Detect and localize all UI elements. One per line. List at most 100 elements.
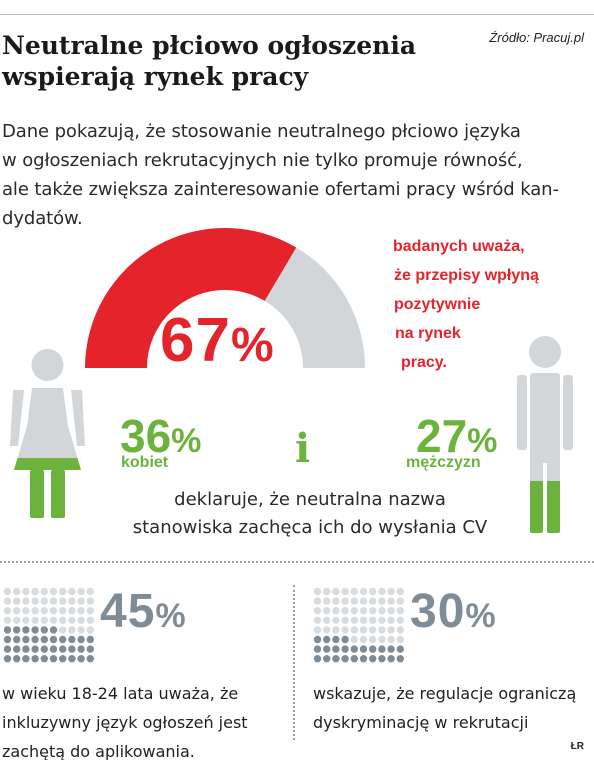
dot-empty (77, 597, 85, 605)
dot-empty (323, 597, 331, 605)
dot-empty (369, 587, 377, 596)
stat-right-line: dyskryminację w rekrutacji (313, 713, 529, 732)
men-percentage: 27% (416, 413, 497, 464)
stat-left-line: w wieku 18-24 lata uważa, że (2, 684, 239, 703)
dot-empty (313, 607, 322, 615)
dot-empty (49, 587, 58, 596)
dot-filled (359, 645, 368, 653)
dot-empty (22, 597, 30, 605)
dot-empty (396, 635, 404, 644)
stat-left-pct-sign: % (155, 597, 187, 635)
men-label: mężczyzn (406, 454, 481, 471)
dot-empty (313, 597, 322, 605)
dot-empty (341, 587, 349, 596)
dot-filled (86, 655, 95, 663)
dot-empty (332, 607, 340, 615)
dot-empty (323, 626, 331, 634)
declare-line: stanowiska zachęca ich do wysłania CV (132, 517, 488, 538)
dot-empty (3, 587, 12, 596)
dot-empty (332, 597, 340, 605)
dot-empty (341, 597, 349, 605)
declare-line: deklaruje, że neutralna nazwa (174, 489, 446, 510)
dot-filled (323, 645, 331, 653)
dot-empty (68, 616, 76, 624)
dot-empty (378, 616, 386, 624)
dot-empty (378, 635, 386, 644)
dot-filled (86, 635, 95, 644)
dot-filled (22, 626, 30, 634)
dot-filled (341, 655, 349, 663)
dot-empty (387, 635, 395, 644)
gauge-note-line: pracy. (401, 354, 447, 371)
dot-filled (332, 645, 340, 653)
stat-left-number: 45 (100, 585, 156, 638)
dot-filled (341, 645, 349, 653)
dot-empty (369, 607, 377, 615)
dot-filled (59, 635, 67, 644)
dot-empty (86, 616, 95, 624)
dot-filled (13, 626, 21, 634)
dot-filled (68, 655, 76, 663)
stat-right-percentage: 30% (410, 588, 497, 640)
dot-empty (387, 597, 395, 605)
gauge-note-line: że przepisy wpłyną (394, 267, 539, 284)
dot-empty (13, 607, 21, 615)
dot-empty (350, 597, 358, 605)
page-title: Neutralne płciowo ogłoszenia wspierają r… (2, 30, 442, 92)
dot-empty (396, 607, 404, 615)
stat-right-pct-sign: % (465, 597, 497, 635)
dot-empty (396, 587, 404, 596)
dot-empty (313, 626, 322, 634)
dot-empty (40, 587, 48, 596)
dot-filled (341, 635, 349, 644)
dot-empty (13, 616, 21, 624)
dot-filled (3, 645, 12, 653)
dot-filled (59, 655, 67, 663)
source-credit: Źródło: Pracuj.pl (489, 30, 584, 45)
dot-empty (3, 607, 12, 615)
dot-empty (359, 607, 368, 615)
dot-empty (369, 626, 377, 634)
dot-empty (350, 616, 358, 624)
dot-empty (40, 607, 48, 615)
dot-filled (49, 655, 58, 663)
dot-empty (341, 607, 349, 615)
intro-line: ale także zwiększa zainteresowanie ofert… (2, 179, 559, 200)
dot-empty (313, 616, 322, 624)
dot-filled (31, 626, 39, 634)
women-percentage: 36% (120, 413, 201, 464)
dot-filled (313, 655, 322, 663)
dot-empty (359, 587, 368, 596)
dot-empty (86, 587, 95, 596)
dot-filled (77, 655, 85, 663)
dot-filled (49, 626, 58, 634)
dot-filled (359, 655, 368, 663)
dot-filled (49, 635, 58, 644)
dot-empty (387, 616, 395, 624)
woman-icon (10, 349, 85, 518)
dot-empty (22, 607, 30, 615)
intro-line: dydatów. (2, 208, 83, 229)
gauge-note: badanych uważa, że przepisy wpłyną pozyt… (393, 232, 593, 377)
dot-empty (40, 597, 48, 605)
dot-empty (77, 616, 85, 624)
dot-empty (68, 607, 76, 615)
dot-grid-icon (313, 587, 404, 663)
dot-filled (13, 645, 21, 653)
dot-filled (31, 645, 39, 653)
dot-filled (68, 645, 76, 653)
dot-filled (369, 655, 377, 663)
dot-filled (13, 655, 21, 663)
dot-empty (59, 597, 67, 605)
women-pct-sign: % (171, 422, 202, 460)
women-label: kobiet (121, 454, 169, 471)
dot-filled (3, 626, 12, 634)
dot-filled (49, 645, 58, 653)
dot-empty (341, 616, 349, 624)
dot-filled (31, 655, 39, 663)
dot-filled (31, 635, 39, 644)
men-number: 27 (416, 410, 468, 462)
dot-empty (369, 616, 377, 624)
title-line: Neutralne płciowo ogłoszenia (2, 31, 417, 60)
gauge-number: 67 (160, 306, 231, 375)
